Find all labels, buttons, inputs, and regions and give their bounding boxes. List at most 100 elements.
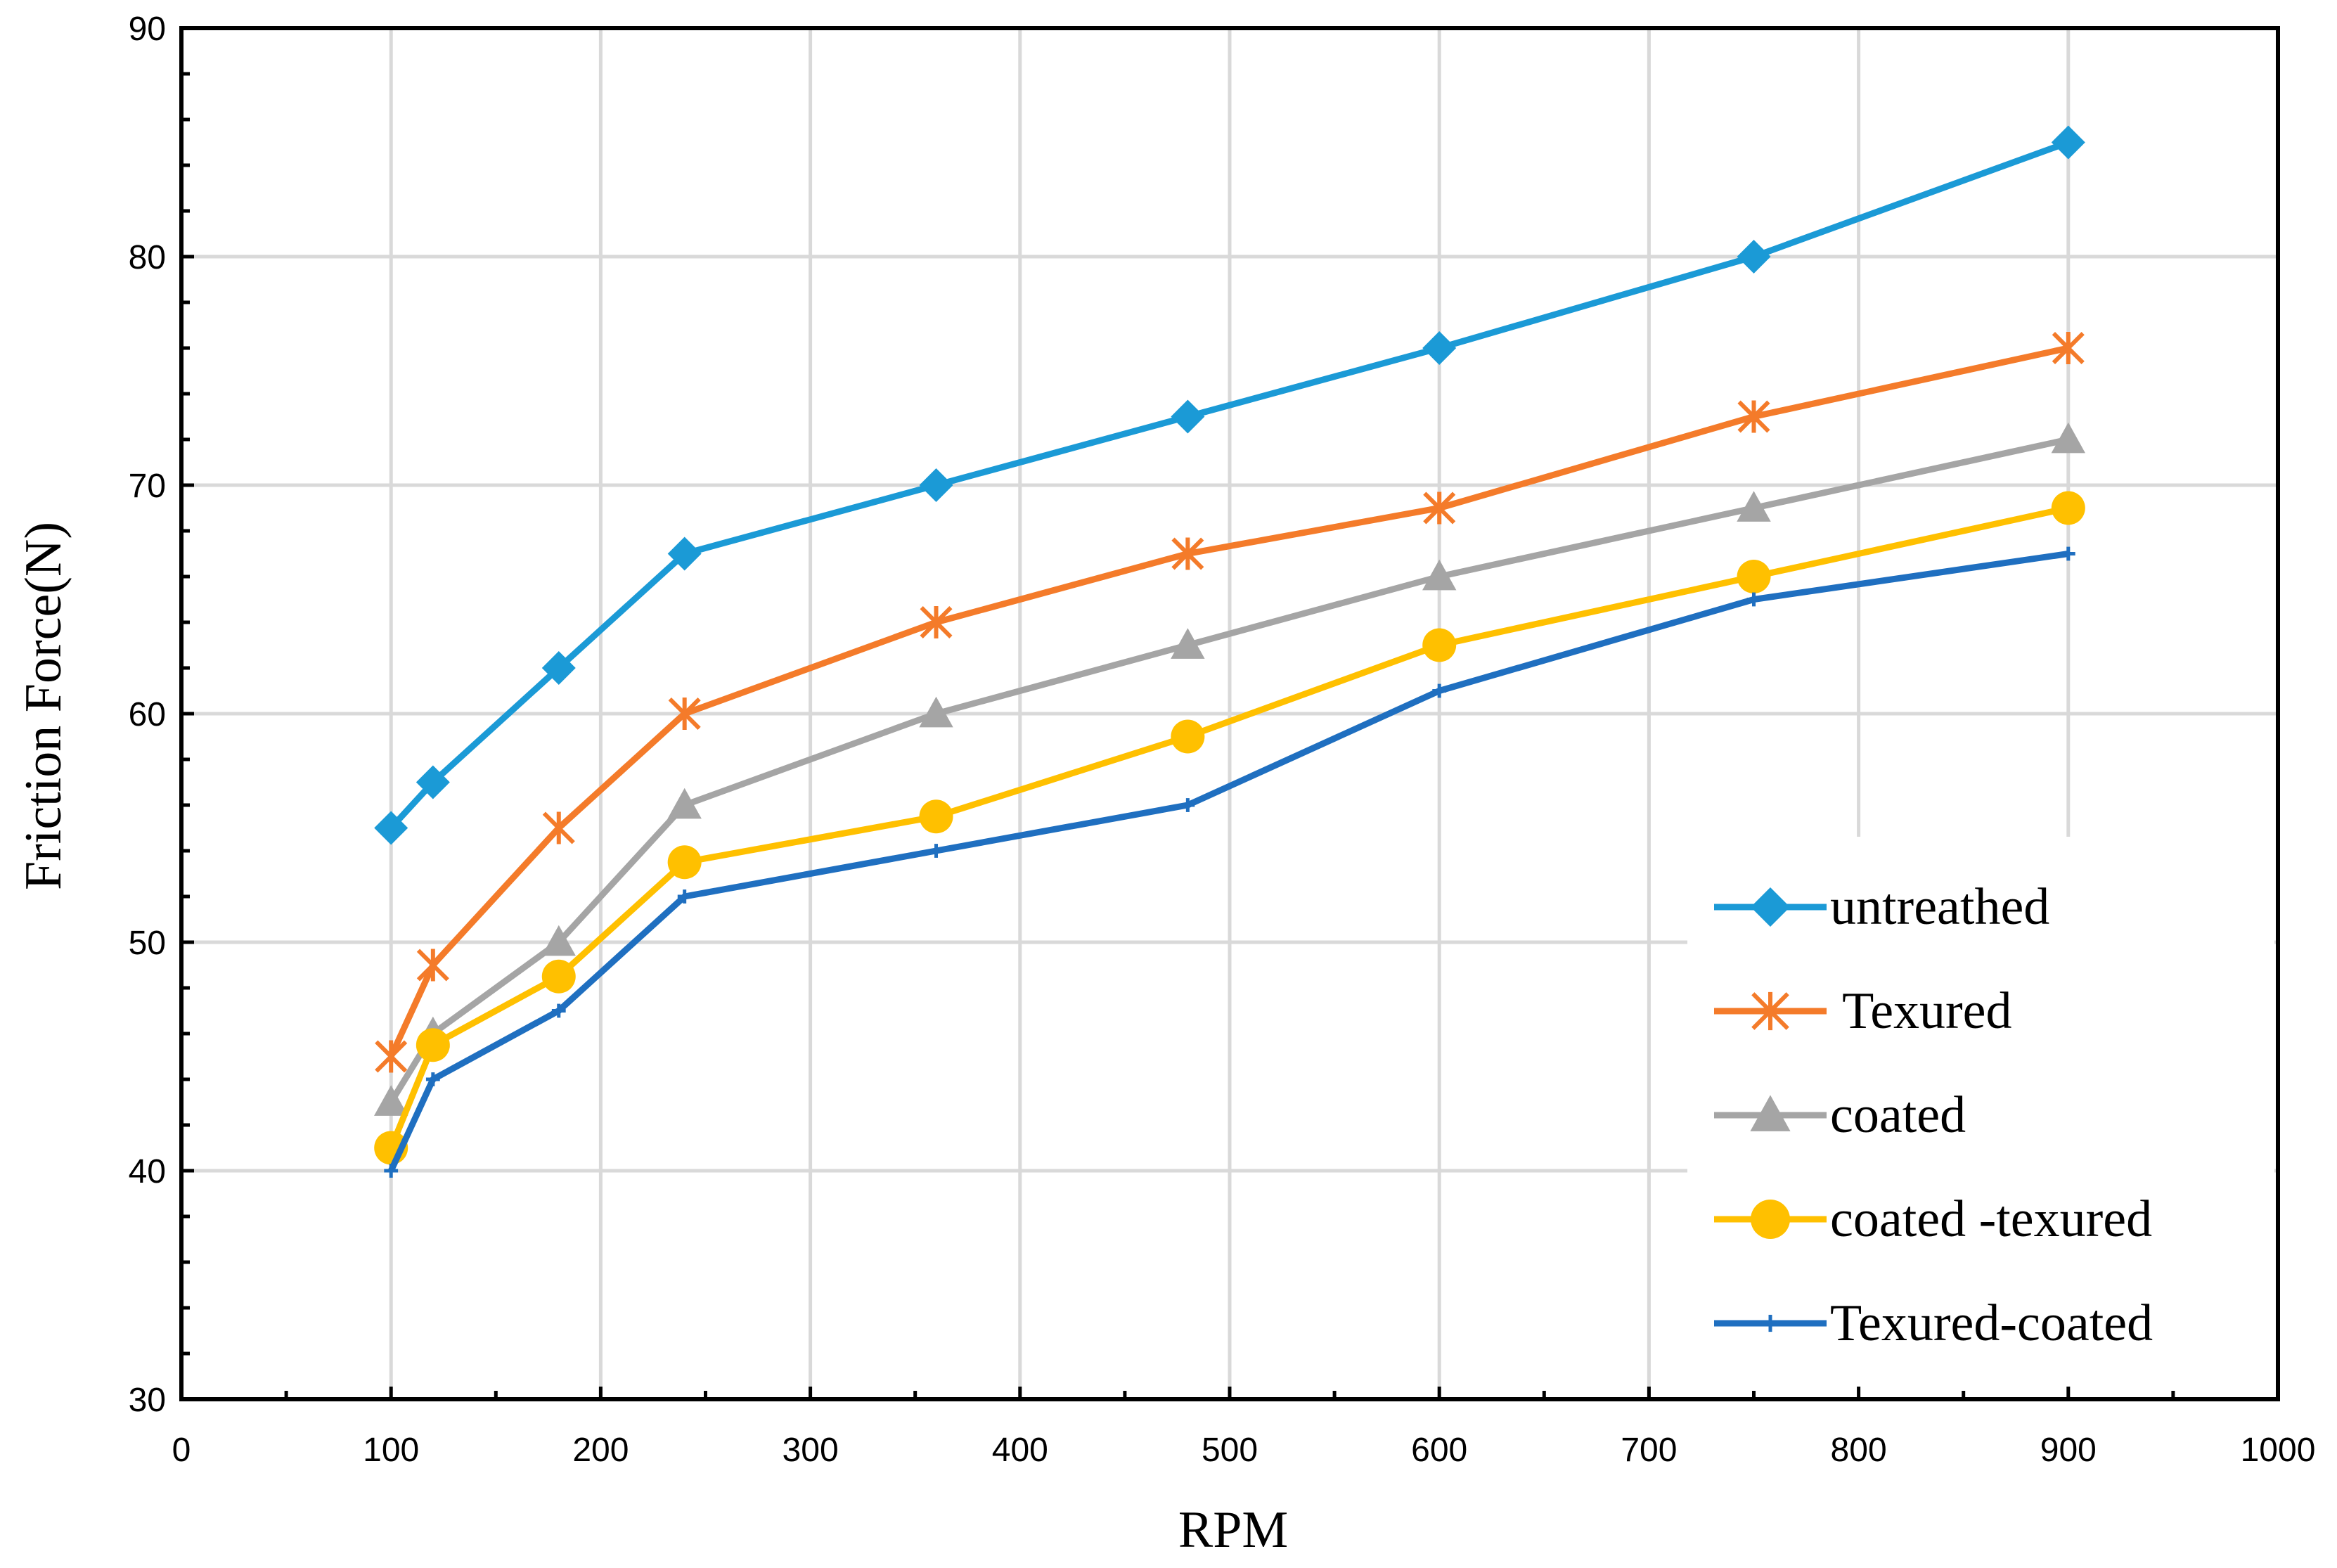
data-point <box>1171 399 1205 434</box>
data-point <box>920 605 953 639</box>
asterisk-marker <box>375 1040 408 1073</box>
y-tick-label: 70 <box>129 468 166 505</box>
data-point <box>2051 422 2085 454</box>
series-coated <box>374 422 2085 1116</box>
data-point <box>1746 592 1761 607</box>
circle-marker <box>667 845 702 880</box>
diamond-marker <box>416 765 450 799</box>
legend-entry: untreathed <box>1714 878 2049 936</box>
data-point <box>541 651 576 685</box>
plus-marker <box>1432 683 1447 698</box>
data-point <box>919 799 953 834</box>
asterisk-marker <box>668 697 701 731</box>
data-point <box>677 889 692 904</box>
x-tick-label: 100 <box>363 1432 419 1469</box>
data-point <box>1737 400 1770 433</box>
series-texured <box>375 331 2085 1073</box>
series-texured-coated <box>384 546 2075 1178</box>
y-tick-label: 30 <box>129 1382 166 1419</box>
data-point <box>425 1072 440 1086</box>
data-point <box>374 1085 408 1116</box>
data-point <box>1180 798 1195 812</box>
circle-marker <box>416 1028 450 1062</box>
triangle-marker <box>541 925 576 956</box>
series-untreathed <box>374 125 2085 845</box>
legend-label: untreathed <box>1830 878 2049 936</box>
data-point <box>1432 683 1447 698</box>
triangle-marker <box>1171 628 1205 659</box>
x-tick-label: 1000 <box>2241 1432 2316 1469</box>
triangle-marker <box>374 1085 408 1116</box>
x-tick-label: 200 <box>572 1432 629 1469</box>
legend-entry: Texured <box>1714 982 2012 1040</box>
y-tick-label: 80 <box>129 239 166 276</box>
diamond-marker <box>919 468 953 502</box>
y-tick-label: 90 <box>129 11 166 48</box>
plus-marker <box>677 889 692 904</box>
axes <box>179 26 2280 1401</box>
y-tick-label: 50 <box>129 925 166 962</box>
x-axis-title: RPM <box>1178 1501 1288 1559</box>
triangle-marker <box>919 696 953 728</box>
plus-marker <box>384 1164 399 1178</box>
data-point <box>384 1164 399 1178</box>
asterisk-marker <box>416 949 449 982</box>
diamond-marker <box>1751 887 1790 927</box>
data-point <box>2052 331 2085 365</box>
circle-marker <box>919 799 953 834</box>
asterisk-marker <box>1423 491 1456 525</box>
plus-marker <box>425 1072 440 1086</box>
x-tick-label: 800 <box>1831 1432 1887 1469</box>
circle-marker <box>2051 491 2085 525</box>
diamond-marker <box>2051 125 2085 160</box>
circle-marker <box>541 959 576 994</box>
data-point <box>667 845 702 880</box>
diamond-marker <box>667 536 702 571</box>
data-point <box>416 1028 450 1062</box>
legend: untreathed Texured coated coated -texured T… <box>1714 878 2153 1352</box>
diamond-marker <box>1737 240 1771 274</box>
data-point <box>919 696 953 728</box>
data-point <box>374 811 408 845</box>
data-point <box>1422 331 1457 365</box>
triangle-marker <box>1422 559 1457 591</box>
legend-label: Texured <box>1830 982 2012 1040</box>
circle-marker <box>1737 560 1771 593</box>
data-point <box>1423 491 1456 525</box>
x-tick-label: 500 <box>1202 1432 1258 1469</box>
plus-marker <box>2061 546 2075 561</box>
data-point <box>919 468 953 502</box>
x-tick-label: 600 <box>1411 1432 1467 1469</box>
asterisk-marker <box>542 811 575 844</box>
circle-marker <box>1422 628 1457 662</box>
plus-marker <box>551 1003 566 1018</box>
data-point <box>1737 240 1771 274</box>
diamond-marker <box>541 651 576 685</box>
diamond-marker <box>1171 399 1205 434</box>
data-point <box>1422 628 1457 662</box>
plus-marker <box>1180 798 1195 812</box>
triangle-marker <box>1737 491 1771 522</box>
data-point <box>1422 559 1457 591</box>
y-tick-label: 60 <box>129 696 166 733</box>
plus-marker <box>1746 592 1761 607</box>
data-point <box>667 536 702 571</box>
y-tick-label: 40 <box>129 1153 166 1190</box>
plus-marker <box>1761 1314 1779 1332</box>
legend-label: coated <box>1830 1086 1966 1144</box>
legend-label: Texured-coated <box>1830 1294 2153 1352</box>
data-point <box>551 1003 566 1018</box>
data-point <box>668 697 701 731</box>
x-tick-label: 700 <box>1621 1432 1677 1469</box>
x-tick-label: 400 <box>992 1432 1048 1469</box>
data-point <box>1737 491 1771 522</box>
data-point <box>667 788 702 819</box>
data-point <box>416 949 449 982</box>
data-point <box>541 925 576 956</box>
asterisk-marker <box>1171 537 1204 570</box>
data-point <box>541 959 576 994</box>
triangle-marker <box>2051 422 2085 454</box>
diamond-marker <box>374 811 408 845</box>
